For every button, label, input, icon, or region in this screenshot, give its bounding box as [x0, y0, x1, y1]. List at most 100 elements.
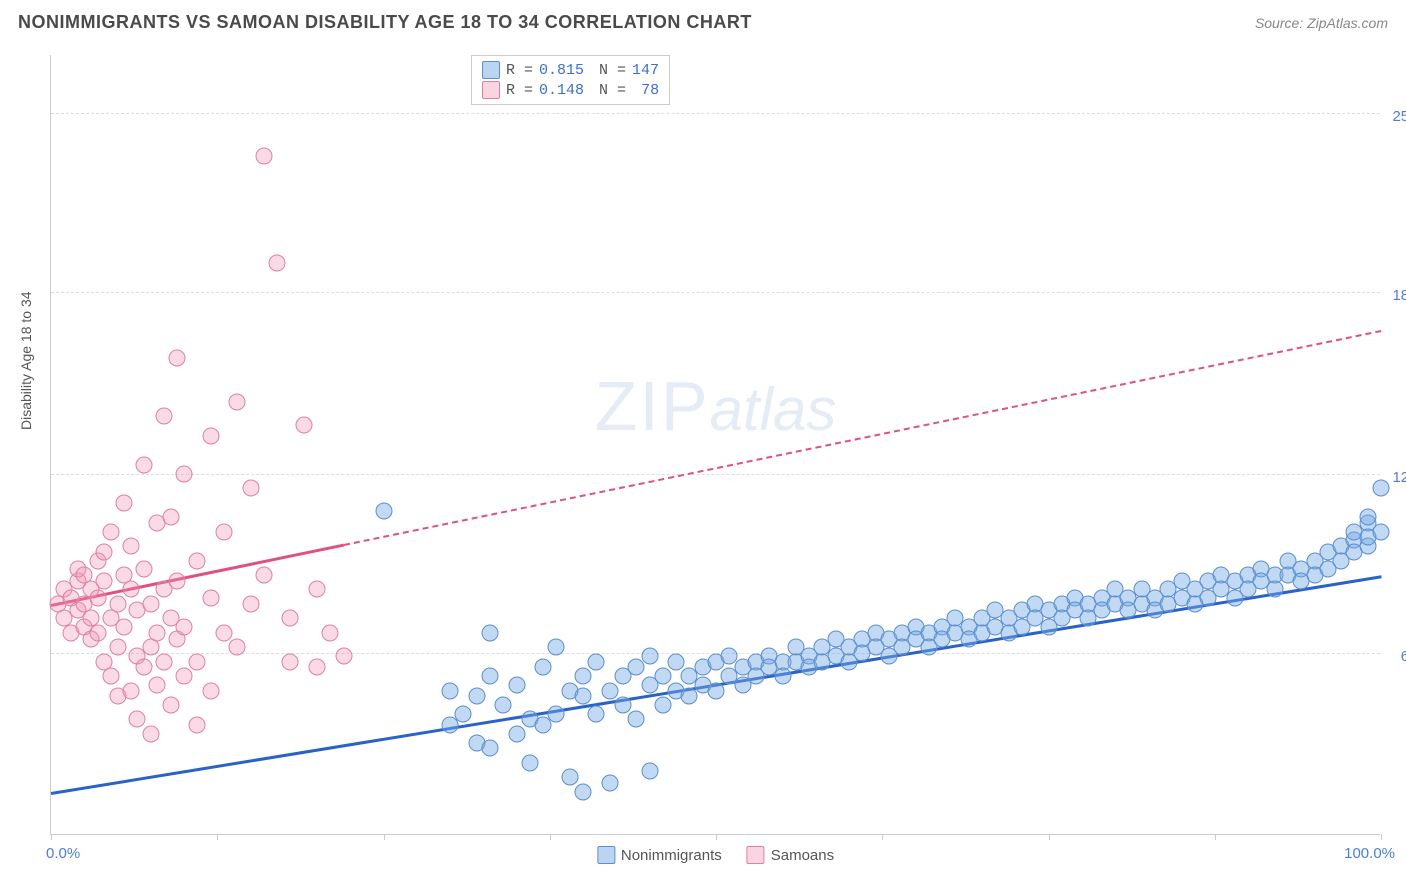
- r-value-pink: 0.148: [539, 82, 584, 99]
- scatter-point: [654, 697, 671, 714]
- scatter-point: [641, 763, 658, 780]
- scatter-point: [641, 647, 658, 664]
- scatter-point: [229, 639, 246, 656]
- scatter-point: [169, 572, 186, 589]
- scatter-point: [455, 705, 472, 722]
- x-tick: [217, 834, 218, 840]
- watermark-atlas: atlas: [710, 376, 837, 443]
- gridline: [51, 474, 1380, 475]
- scatter-point: [109, 595, 126, 612]
- scatter-point: [1373, 523, 1390, 540]
- scatter-point: [628, 711, 645, 728]
- scatter-point: [269, 255, 286, 272]
- scatter-point: [102, 668, 119, 685]
- scatter-point: [189, 653, 206, 670]
- scatter-point: [149, 624, 166, 641]
- scatter-point: [229, 393, 246, 410]
- scatter-point: [309, 659, 326, 676]
- scatter-point: [575, 688, 592, 705]
- swatch-blue-icon: [482, 61, 500, 79]
- scatter-point: [189, 552, 206, 569]
- scatter-point: [169, 350, 186, 367]
- scatter-point: [176, 668, 193, 685]
- x-axis-max-label: 100.0%: [1344, 845, 1395, 862]
- scatter-point: [202, 682, 219, 699]
- scatter-point: [176, 465, 193, 482]
- scatter-point: [588, 653, 605, 670]
- stats-row-blue: R = 0.815 N = 147: [482, 60, 659, 80]
- scatter-point: [335, 647, 352, 664]
- legend-item-nonimmigrants: Nonimmigrants: [597, 846, 722, 864]
- scatter-point: [1266, 581, 1283, 598]
- scatter-point: [535, 659, 552, 676]
- scatter-point: [1359, 509, 1376, 526]
- y-tick-label: 18.8%: [1392, 287, 1406, 304]
- chart-header: NONIMMIGRANTS VS SAMOAN DISABILITY AGE 1…: [0, 0, 1406, 41]
- n-value-pink: 78: [632, 82, 659, 99]
- y-tick-label: 12.5%: [1392, 469, 1406, 486]
- gridline: [51, 113, 1380, 114]
- scatter-point: [322, 624, 339, 641]
- scatter-point: [708, 682, 725, 699]
- x-tick: [1381, 834, 1382, 840]
- scatter-point: [601, 775, 618, 792]
- scatter-point: [142, 725, 159, 742]
- scatter-point: [189, 717, 206, 734]
- legend-label: Nonimmigrants: [621, 847, 722, 864]
- swatch-pink-icon: [482, 81, 500, 99]
- chart-title: NONIMMIGRANTS VS SAMOAN DISABILITY AGE 1…: [18, 12, 752, 33]
- scatter-point: [508, 676, 525, 693]
- scatter-point: [375, 503, 392, 520]
- swatch-pink-icon: [747, 846, 765, 864]
- n-label: N =: [590, 82, 626, 99]
- scatter-point: [548, 705, 565, 722]
- scatter-point: [116, 619, 133, 636]
- x-tick: [716, 834, 717, 840]
- scatter-point: [548, 639, 565, 656]
- scatter-point: [442, 682, 459, 699]
- scatter-point: [614, 697, 631, 714]
- scatter-point: [202, 428, 219, 445]
- scatter-point: [774, 668, 791, 685]
- scatter-point: [89, 624, 106, 641]
- scatter-point: [575, 668, 592, 685]
- scatter-point: [242, 480, 259, 497]
- bottom-legend: Nonimmigrants Samoans: [597, 846, 834, 864]
- scatter-point: [255, 148, 272, 165]
- scatter-point: [495, 697, 512, 714]
- scatter-point: [481, 624, 498, 641]
- scatter-point: [96, 572, 113, 589]
- scatter-point: [176, 619, 193, 636]
- y-axis-label: Disability Age 18 to 34: [18, 291, 34, 430]
- scatter-point: [1373, 480, 1390, 497]
- scatter-point: [122, 682, 139, 699]
- legend-item-samoans: Samoans: [747, 846, 834, 864]
- scatter-point: [136, 659, 153, 676]
- r-value-blue: 0.815: [539, 62, 584, 79]
- x-tick: [1215, 834, 1216, 840]
- scatter-point: [202, 590, 219, 607]
- scatter-point: [468, 688, 485, 705]
- n-value-blue: 147: [632, 62, 659, 79]
- scatter-point: [242, 595, 259, 612]
- trend-line: [343, 329, 1381, 545]
- y-tick-label: 25.0%: [1392, 108, 1406, 125]
- chart-plot-area: ZIPatlas R = 0.815 N = 147 R = 0.148 N =…: [50, 55, 1380, 835]
- x-tick: [51, 834, 52, 840]
- x-axis-min-label: 0.0%: [46, 845, 80, 862]
- scatter-point: [149, 676, 166, 693]
- scatter-point: [601, 682, 618, 699]
- scatter-point: [295, 416, 312, 433]
- scatter-point: [96, 543, 113, 560]
- scatter-point: [588, 705, 605, 722]
- scatter-point: [129, 711, 146, 728]
- scatter-point: [654, 668, 671, 685]
- n-label: N =: [590, 62, 626, 79]
- scatter-point: [215, 624, 232, 641]
- chart-source: Source: ZipAtlas.com: [1255, 15, 1388, 31]
- stats-row-pink: R = 0.148 N = 78: [482, 80, 659, 100]
- r-label: R =: [506, 82, 533, 99]
- scatter-point: [122, 538, 139, 555]
- r-label: R =: [506, 62, 533, 79]
- scatter-point: [102, 523, 119, 540]
